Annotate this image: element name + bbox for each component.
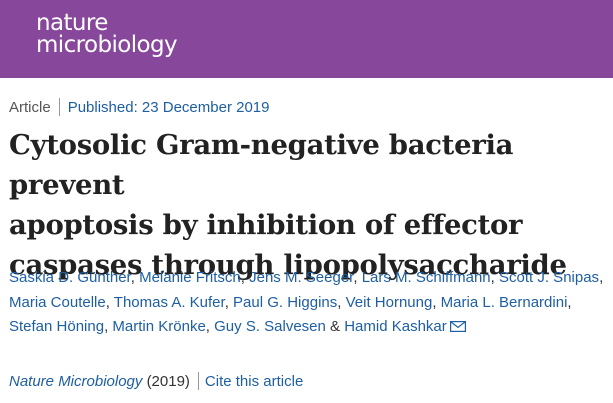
author-link[interactable]: Saskia D. Günther bbox=[9, 269, 131, 286]
author-link[interactable]: Stefan Höning bbox=[9, 318, 105, 335]
author-link-corresponding[interactable]: Hamid Kashkar bbox=[344, 318, 447, 335]
author-link[interactable]: Lars M. Schiffmann bbox=[361, 269, 491, 286]
author-link[interactable]: Maria Coutelle bbox=[9, 293, 106, 311]
title-line: Cytosolic Gram-negative bacteria prevent bbox=[9, 129, 514, 201]
mail-icon[interactable] bbox=[449, 321, 466, 332]
title-line: apoptosis by inhibition of effector bbox=[9, 209, 523, 241]
author-link[interactable]: Melanie Fritsch bbox=[139, 269, 241, 286]
author-link[interactable]: Scott J. Snipas bbox=[499, 269, 600, 286]
author-link[interactable]: Martin Krönke bbox=[112, 318, 206, 335]
meta-divider bbox=[58, 98, 60, 116]
logo-line-nature: nature bbox=[36, 10, 108, 36]
citation-divider bbox=[197, 372, 199, 390]
author-link[interactable]: Maria L. Bernardini bbox=[440, 293, 568, 311]
author-link[interactable]: Veit Hornung bbox=[345, 293, 433, 311]
author-list: Saskia D. Günther, Melanie Fritsch, Jens… bbox=[9, 269, 604, 335]
title-line: caspases through lipopolysaccharide bbox=[9, 249, 567, 281]
article-title: Cytosolic Gram-negative bacteria prevent… bbox=[9, 125, 613, 285]
author-link[interactable]: Jens M. Seeger bbox=[249, 269, 354, 286]
logo-line-microbiology: microbiology bbox=[36, 32, 178, 58]
site-header: nature microbiology bbox=[0, 0, 613, 78]
article-meta: Article Published: 23 December 2019 bbox=[9, 98, 269, 116]
citation-year: (2019) bbox=[146, 373, 190, 390]
article-type: Article bbox=[9, 99, 51, 116]
journal-logo[interactable]: nature microbiology bbox=[36, 10, 178, 58]
citation-row: Nature Microbiology (2019) Cite this arti… bbox=[9, 372, 303, 390]
cite-this-article-link[interactable]: Cite this article bbox=[204, 373, 304, 390]
author-link[interactable]: Paul G. Higgins bbox=[233, 293, 338, 311]
author-link[interactable]: Guy S. Salvesen bbox=[214, 318, 326, 335]
author-link[interactable]: Thomas A. Kufer bbox=[113, 293, 225, 311]
journal-name: Nature Microbiology bbox=[9, 373, 143, 390]
published-date: Published: 23 December 2019 bbox=[67, 99, 270, 116]
